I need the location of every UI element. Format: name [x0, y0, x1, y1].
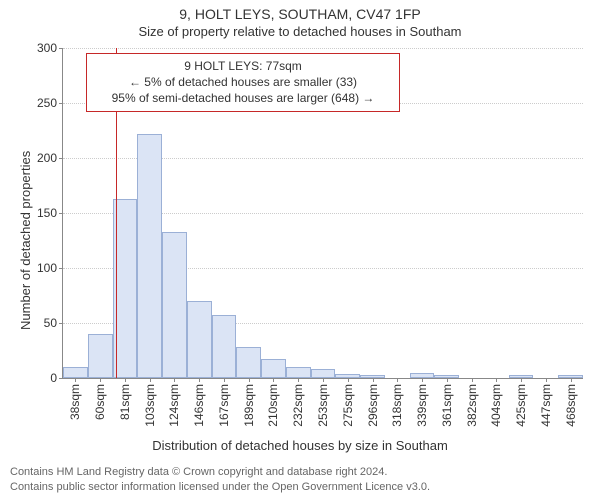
histogram-bar [187, 301, 212, 378]
y-tick-label: 200 [37, 151, 63, 165]
x-tick-label: 275sqm [341, 384, 355, 427]
y-axis-label: Number of detached properties [18, 151, 33, 330]
histogram-bar [286, 367, 311, 378]
x-tick-mark [348, 378, 349, 382]
x-tick-label: 318sqm [390, 384, 404, 427]
x-tick-mark [422, 378, 423, 382]
annotation-line-2: 95% of semi-detached houses are larger (… [95, 90, 391, 106]
histogram-bar [212, 315, 237, 378]
gridline [63, 48, 583, 49]
x-tick-label: 81sqm [118, 384, 132, 420]
x-tick-label: 232sqm [291, 384, 305, 427]
x-tick-mark [199, 378, 200, 382]
chart-title-line1: 9, HOLT LEYS, SOUTHAM, CV47 1FP [0, 6, 600, 22]
x-tick-mark [174, 378, 175, 382]
x-tick-mark [447, 378, 448, 382]
x-tick-mark [571, 378, 572, 382]
x-tick-label: 339sqm [415, 384, 429, 427]
y-tick-label: 50 [44, 316, 63, 330]
x-tick-mark [546, 378, 547, 382]
y-tick-label: 100 [37, 261, 63, 275]
x-tick-mark [224, 378, 225, 382]
x-tick-mark [249, 378, 250, 382]
histogram-bar [311, 369, 336, 378]
x-tick-mark [150, 378, 151, 382]
x-tick-mark [373, 378, 374, 382]
footer-attribution: Contains HM Land Registry data © Crown c… [10, 465, 430, 495]
chart-title-line2: Size of property relative to detached ho… [0, 24, 600, 39]
annotation-box: 9 HOLT LEYS: 77sqm← 5% of detached house… [86, 53, 400, 112]
y-tick-label: 300 [37, 41, 63, 55]
x-axis-label: Distribution of detached houses by size … [0, 438, 600, 453]
x-tick-label: 253sqm [316, 384, 330, 427]
x-tick-mark [75, 378, 76, 382]
x-tick-mark [298, 378, 299, 382]
x-tick-label: 124sqm [167, 384, 181, 427]
x-tick-mark [521, 378, 522, 382]
chart-container: { "chart": { "type": "histogram", "canva… [0, 0, 600, 500]
footer-line2: Contains public sector information licen… [10, 480, 430, 495]
x-tick-label: 146sqm [192, 384, 206, 427]
x-tick-label: 60sqm [93, 384, 107, 420]
y-tick-label: 250 [37, 96, 63, 110]
y-tick-label: 150 [37, 206, 63, 220]
x-tick-label: 38sqm [68, 384, 82, 420]
x-tick-label: 425sqm [514, 384, 528, 427]
histogram-bar [261, 359, 286, 378]
y-tick-label: 0 [50, 371, 63, 385]
x-tick-mark [397, 378, 398, 382]
histogram-bar [63, 367, 88, 378]
histogram-bar [236, 347, 261, 378]
x-tick-label: 468sqm [564, 384, 578, 427]
x-tick-mark [125, 378, 126, 382]
x-tick-label: 447sqm [539, 384, 553, 427]
x-tick-label: 382sqm [465, 384, 479, 427]
x-tick-mark [323, 378, 324, 382]
footer-line1: Contains HM Land Registry data © Crown c… [10, 465, 430, 480]
annotation-line-1: ← 5% of detached houses are smaller (33) [95, 74, 391, 90]
x-tick-mark [273, 378, 274, 382]
x-tick-label: 189sqm [242, 384, 256, 427]
x-tick-label: 361sqm [440, 384, 454, 427]
annotation-line-0: 9 HOLT LEYS: 77sqm [95, 58, 391, 74]
x-tick-label: 296sqm [366, 384, 380, 427]
histogram-bar [88, 334, 113, 378]
x-tick-mark [100, 378, 101, 382]
histogram-bar [137, 134, 162, 378]
x-tick-mark [496, 378, 497, 382]
x-tick-label: 210sqm [266, 384, 280, 427]
histogram-bar [162, 232, 187, 378]
x-tick-label: 404sqm [489, 384, 503, 427]
x-tick-label: 103sqm [143, 384, 157, 427]
x-tick-label: 167sqm [217, 384, 231, 427]
x-tick-mark [472, 378, 473, 382]
